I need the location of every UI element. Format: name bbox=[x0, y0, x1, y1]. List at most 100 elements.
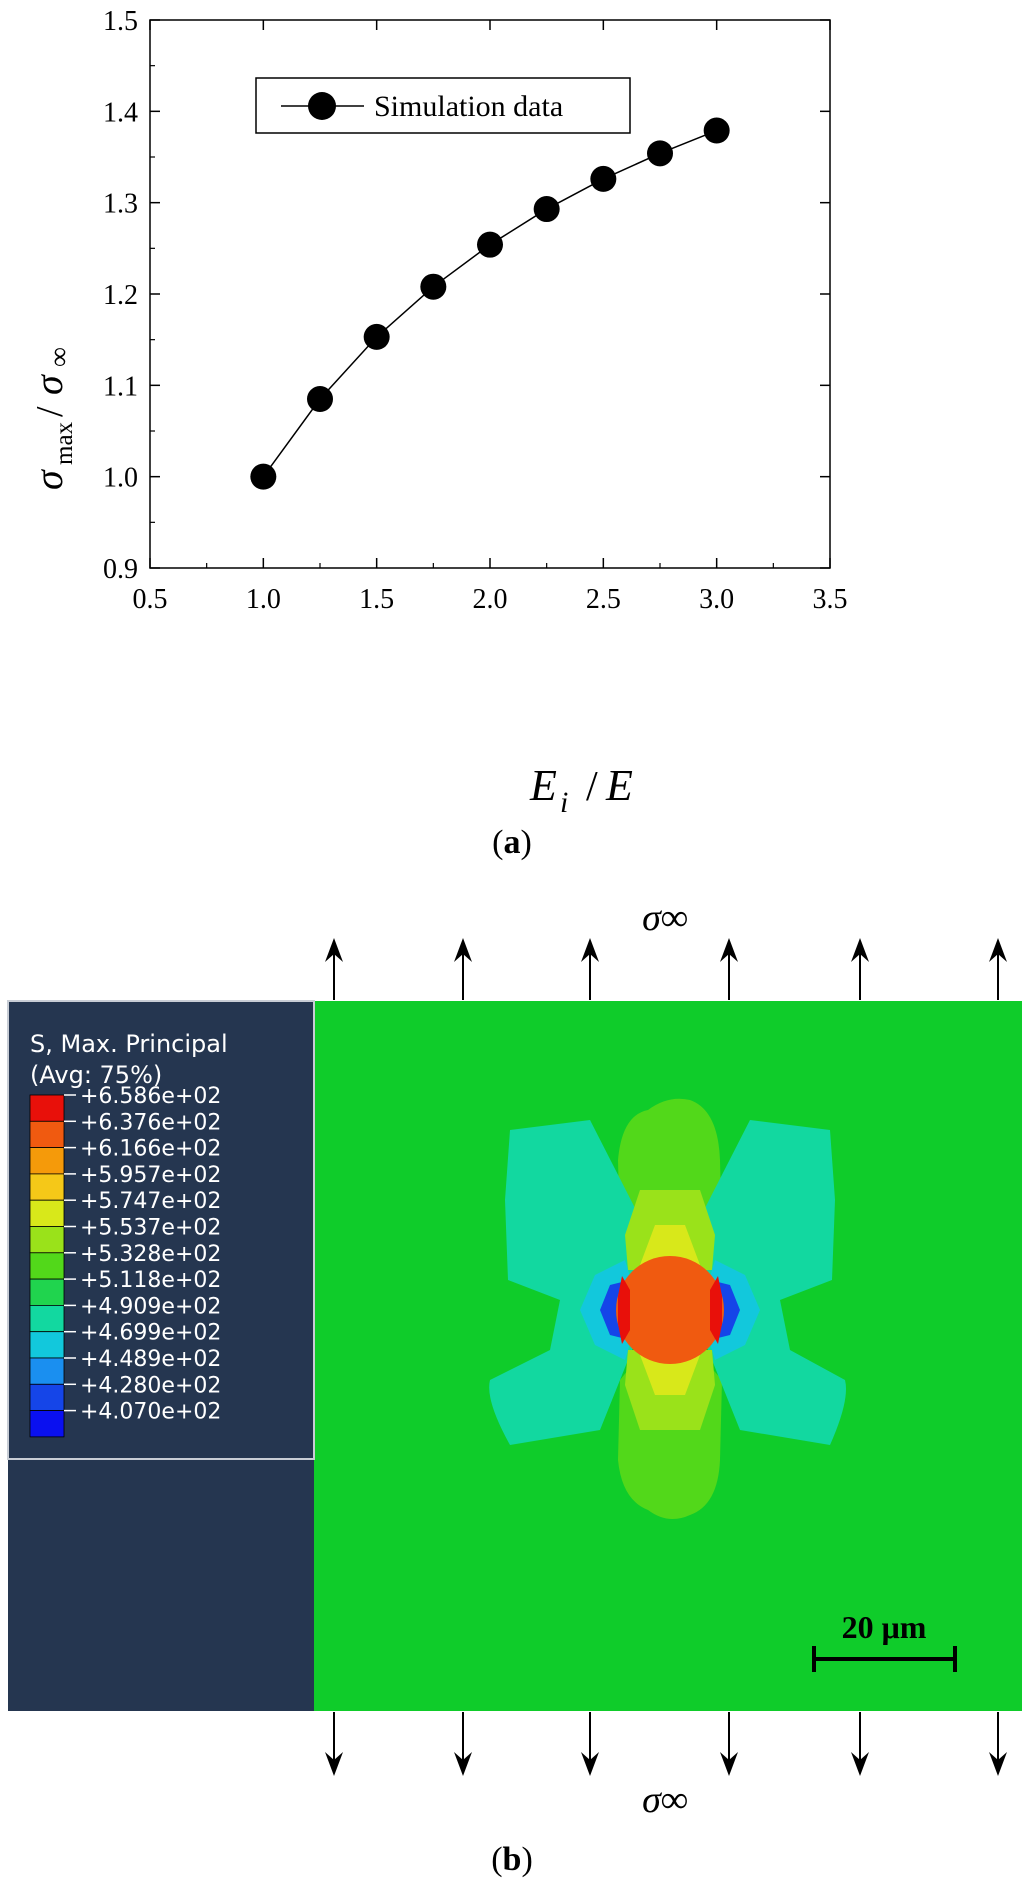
legend-label: Simulation data bbox=[374, 90, 563, 123]
arrow-down-head bbox=[989, 1752, 1007, 1776]
scale-bar-label: 20 μm bbox=[842, 1609, 927, 1645]
data-point bbox=[363, 323, 390, 350]
legend-swatch bbox=[29, 1120, 65, 1149]
svg-text:∞: ∞ bbox=[44, 347, 75, 367]
legend-swatch bbox=[29, 1305, 65, 1333]
arrow-down-head bbox=[454, 1752, 472, 1776]
legend-value: +4.280e+02 bbox=[80, 1373, 221, 1398]
series-points bbox=[250, 117, 730, 490]
legend-swatch bbox=[29, 1383, 65, 1412]
y-axis-label: σ max / σ ∞ bbox=[26, 347, 78, 490]
legend-marker bbox=[308, 92, 336, 120]
y-tick-label: 0.9 bbox=[103, 554, 138, 585]
chart-a: 0.5 1.0 1.5 2.0 2.5 3.0 3.5 0.9 1.0 1.1 1.2 1.3 1.4 1… bbox=[26, 6, 848, 861]
x-tick-label: 3.0 bbox=[699, 584, 734, 615]
data-point bbox=[477, 231, 503, 258]
core-left-edge bbox=[618, 1276, 630, 1344]
legend-box bbox=[255, 77, 631, 134]
legend-swatch bbox=[29, 1357, 65, 1385]
svg-text:i: i bbox=[560, 786, 568, 819]
arrow-down-head bbox=[325, 1752, 343, 1776]
contour-legend-subtitle: (Avg: 75%) bbox=[30, 1061, 162, 1089]
panel-b-label: (b) bbox=[491, 1841, 533, 1878]
legend-swatch bbox=[29, 1094, 65, 1122]
legend-value: +5.118e+02 bbox=[80, 1268, 221, 1293]
x-axis-label: E i / E bbox=[529, 761, 633, 819]
data-point bbox=[250, 463, 277, 490]
arrow-down-head bbox=[851, 1752, 869, 1776]
arrow-down-head bbox=[581, 1752, 599, 1776]
top-stress-label: σ∞ bbox=[642, 897, 688, 939]
legend-value: +4.489e+02 bbox=[80, 1347, 221, 1372]
arrow-up-head bbox=[720, 938, 738, 962]
core-right-edge bbox=[710, 1276, 722, 1344]
legend-value: +6.586e+02 bbox=[80, 1084, 221, 1109]
left-wing bbox=[489, 1120, 640, 1445]
x-tick-label: 1.0 bbox=[246, 584, 281, 615]
lower-lobe-inner bbox=[640, 1355, 700, 1395]
data-point bbox=[307, 386, 333, 413]
right-wing bbox=[700, 1120, 846, 1445]
bottom-load-arrows bbox=[325, 1712, 1007, 1776]
contour-legend-scale: +6.586e+02+6.376e+02+6.166e+02+5.957e+02… bbox=[29, 1084, 221, 1438]
contour-legend-title: S, Max. Principal bbox=[30, 1030, 228, 1058]
x-tick-label: 1.5 bbox=[359, 584, 394, 615]
y-tick-label: 1.1 bbox=[103, 371, 138, 402]
legend-value: +5.328e+02 bbox=[80, 1242, 221, 1267]
svg-text:(a): (a) bbox=[492, 824, 532, 861]
x-tick-label: 3.5 bbox=[813, 584, 848, 615]
legend-swatch bbox=[29, 1147, 65, 1175]
y-tick-label: 1.2 bbox=[103, 280, 138, 311]
legend-value: +6.376e+02 bbox=[80, 1110, 221, 1135]
inclusion-core bbox=[616, 1256, 724, 1364]
y-tick-label: 1.5 bbox=[103, 6, 138, 37]
data-point bbox=[647, 140, 673, 167]
legend-value: +5.957e+02 bbox=[80, 1163, 221, 1188]
svg-text:σ: σ bbox=[26, 374, 71, 395]
data-point bbox=[703, 117, 730, 144]
bottom-stress-label: σ∞ bbox=[642, 1779, 688, 1821]
stress-contours bbox=[489, 1098, 846, 1519]
svg-text:/: / bbox=[29, 406, 71, 417]
legend-swatch bbox=[29, 1278, 65, 1306]
arrow-down-head bbox=[720, 1752, 738, 1776]
arrow-up-head bbox=[454, 938, 472, 962]
legend-swatch bbox=[29, 1410, 65, 1438]
axis-ticks: 0.5 1.0 1.5 2.0 2.5 3.0 3.5 0.9 1.0 1.1 1.2 1.3 1.4 1… bbox=[103, 6, 848, 615]
arrow-up-head bbox=[325, 938, 343, 962]
x-tick-label: 2.0 bbox=[473, 584, 508, 615]
y-tick-label: 1.4 bbox=[103, 97, 138, 128]
top-load-arrows bbox=[325, 938, 1007, 1000]
svg-text:E: E bbox=[605, 761, 633, 810]
x-tick-label: 2.5 bbox=[586, 584, 621, 615]
data-point bbox=[590, 165, 617, 192]
legend-swatch bbox=[29, 1252, 65, 1280]
svg-text:max: max bbox=[51, 421, 78, 465]
data-point bbox=[420, 273, 447, 300]
upper-lobe-inner bbox=[640, 1225, 700, 1265]
scale-bar: 20 μm bbox=[812, 1609, 957, 1672]
legend-swatch bbox=[29, 1173, 65, 1201]
legend-swatch bbox=[29, 1331, 65, 1359]
legend-value: +4.070e+02 bbox=[80, 1400, 221, 1425]
legend-swatch bbox=[29, 1199, 65, 1227]
svg-text:E: E bbox=[529, 761, 557, 810]
legend-value: +4.699e+02 bbox=[80, 1321, 221, 1346]
arrow-up-head bbox=[851, 938, 869, 962]
legend-value: +5.537e+02 bbox=[80, 1216, 221, 1241]
legend-swatch bbox=[29, 1226, 65, 1254]
legend-value: +6.166e+02 bbox=[80, 1137, 221, 1162]
svg-text:/: / bbox=[586, 764, 598, 810]
arrow-up-head bbox=[581, 938, 599, 962]
legend-value: +4.909e+02 bbox=[80, 1294, 221, 1319]
y-tick-label: 1.0 bbox=[103, 463, 138, 494]
x-tick-label: 0.5 bbox=[133, 584, 168, 615]
arrow-up-head bbox=[989, 938, 1007, 962]
legend-value: +5.747e+02 bbox=[80, 1189, 221, 1214]
legend: Simulation data bbox=[255, 77, 631, 134]
panel-a-label: (a) bbox=[492, 824, 532, 861]
data-point bbox=[533, 196, 560, 223]
svg-text:σ: σ bbox=[26, 469, 71, 490]
y-tick-label: 1.3 bbox=[103, 189, 138, 220]
